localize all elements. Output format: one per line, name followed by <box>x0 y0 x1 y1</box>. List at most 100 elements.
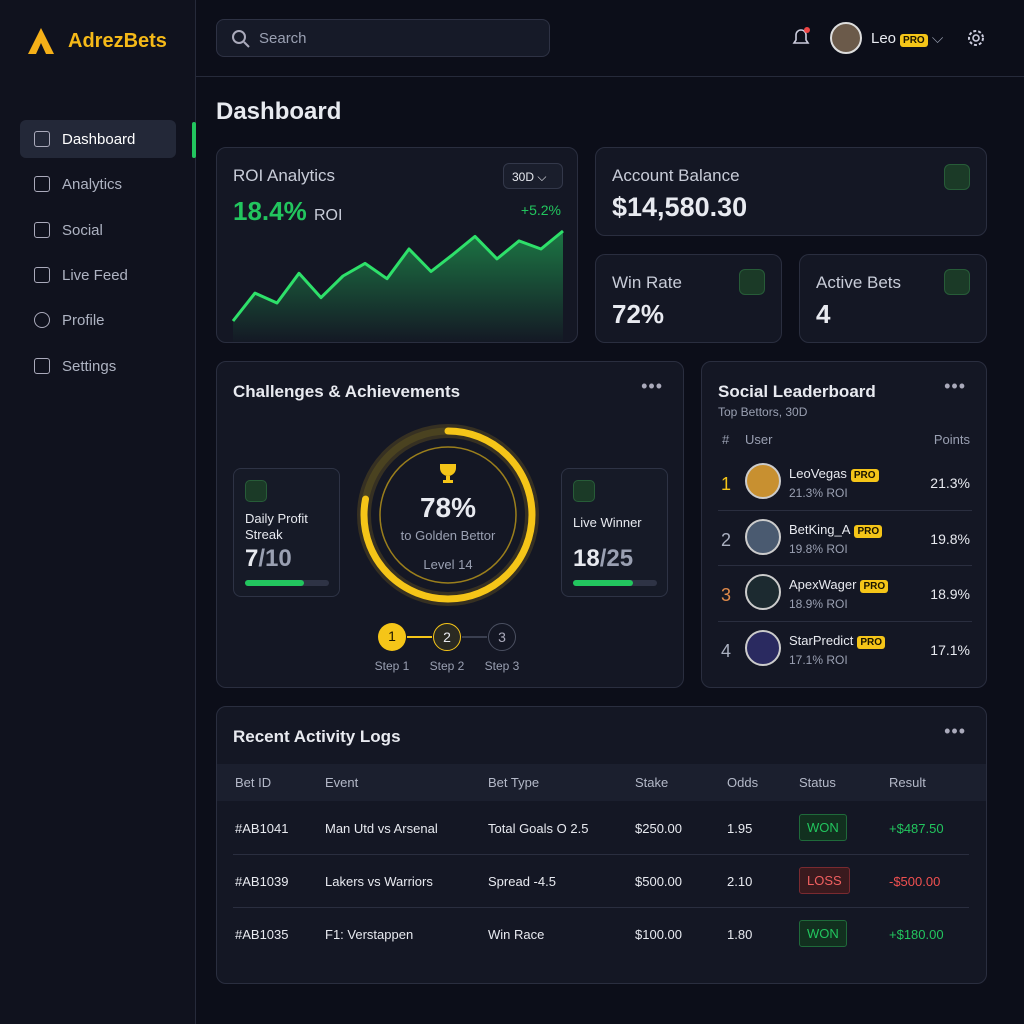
column-header: Bet Type <box>488 775 540 790</box>
points: 21.3% <box>930 475 970 491</box>
roi-chart <box>231 229 564 342</box>
row-divider <box>233 854 969 855</box>
status-badge: WON <box>799 920 847 947</box>
target: /25 <box>599 545 634 572</box>
nav-icon <box>34 357 50 374</box>
current: 18 <box>573 545 600 572</box>
cell: 2.10 <box>727 874 753 889</box>
user-name: Leo PRO ⌵ <box>871 30 944 47</box>
challenge-tile: Live Winner 18/25 <box>561 468 668 597</box>
cell: 1.95 <box>727 821 753 836</box>
roi-line <box>231 229 564 322</box>
roi-value: 18.4% ROI <box>233 196 343 226</box>
user-name: ApexWager PRO <box>789 577 889 593</box>
roi-change: +5.2% <box>520 202 561 218</box>
progress-ring <box>357 424 539 606</box>
value: $14,580.30 <box>612 192 748 222</box>
status-badge: WON <box>799 814 847 841</box>
challenge-label: Live Winner <box>573 515 642 530</box>
cell: $500.00 <box>635 874 682 889</box>
user-roi: 21.3% ROI <box>789 486 848 500</box>
nav-icon <box>34 312 50 329</box>
rank: 1 <box>721 474 732 494</box>
challenges-card: Challenges & Achievements ••• 78% to Gol… <box>216 361 684 688</box>
search-box[interactable]: Search <box>216 19 550 57</box>
row-divider <box>233 907 969 908</box>
leaderboard-card: Social Leaderboard Top Bettors, 30D ••• … <box>701 361 987 688</box>
ring-progress <box>360 427 536 603</box>
nav-item[interactable]: Social <box>20 211 176 249</box>
brand: AdrezBets <box>68 30 167 52</box>
label: Active Bets <box>816 273 902 292</box>
rank: 3 <box>721 585 732 605</box>
step-label: Step 3 <box>484 659 520 673</box>
nav-item[interactable]: Dashboard <box>20 120 176 158</box>
ring-level: Level 14 <box>423 557 473 572</box>
step-connector <box>462 636 487 638</box>
user-roi: 17.1% ROI <box>789 652 848 667</box>
nav-icon <box>34 221 50 238</box>
points: 19.8% <box>930 530 970 547</box>
column-header: Stake <box>635 775 669 790</box>
points-header: Points <box>933 432 970 447</box>
column-header: Bet ID <box>235 775 272 790</box>
avatar[interactable] <box>830 22 862 54</box>
cell: $250.00 <box>635 821 682 836</box>
nav-icon <box>34 266 50 283</box>
trophy <box>440 464 456 483</box>
nav-item[interactable]: Settings <box>20 347 176 385</box>
column-header: # <box>722 432 730 447</box>
cell: Man Utd vs Arsenal <box>325 821 438 836</box>
label: Account Balance <box>612 166 740 185</box>
progress-bar <box>245 580 304 586</box>
current: 7 <box>245 545 259 572</box>
ring-goal: to Golden Bettor <box>400 528 496 543</box>
ring-percent: 78% <box>419 492 477 523</box>
title: Social Leaderboard <box>718 382 876 401</box>
nav-label: Profile <box>62 312 105 330</box>
page-title: Dashboard <box>216 98 342 125</box>
column-header: Status <box>799 775 836 790</box>
cell: 1.80 <box>727 927 753 942</box>
settings-icon[interactable] <box>965 27 987 49</box>
user-name: LeoVegas PRO <box>789 466 879 482</box>
step-circle: 2 <box>433 623 461 651</box>
notifications[interactable] <box>790 26 812 50</box>
column-header: Odds <box>727 775 759 790</box>
cell: +$180.00 <box>889 927 944 942</box>
nav-label: Live Feed <box>62 266 128 284</box>
challenge-progress: 7/10 <box>245 545 292 573</box>
value: 4 <box>816 299 831 329</box>
nav-label: Settings <box>62 357 117 375</box>
balance-card: Account Balance $14,580.30 <box>595 147 987 236</box>
step-circle: 1 <box>378 623 406 651</box>
pro-badge: PRO <box>860 580 889 593</box>
challenge-icon <box>245 480 267 502</box>
roi-title: ROI Analytics <box>233 166 336 185</box>
nav-item[interactable]: Analytics <box>20 165 176 203</box>
row-divider <box>718 509 972 511</box>
cell: Spread -4.5 <box>488 874 556 889</box>
activity-card: Recent Activity Logs ••• Bet ID Event Bet … <box>216 706 987 984</box>
cell: #AB1041 <box>235 821 289 836</box>
period-select[interactable]: 30D ⌵ <box>503 163 563 189</box>
nav-label: Social <box>62 221 103 239</box>
nav-item[interactable]: Profile <box>20 301 176 339</box>
subtitle: Top Bettors, 30D <box>718 405 808 419</box>
cell: Lakers vs Warriors <box>325 874 433 889</box>
user-roi: 19.8% ROI <box>789 541 848 556</box>
challenge-icon <box>573 480 595 502</box>
ring-inner <box>379 446 517 584</box>
cell: #AB1035 <box>235 927 289 942</box>
progress-bar <box>573 580 634 586</box>
avatar <box>745 629 781 666</box>
label: Win Rate <box>612 273 682 292</box>
active-bets-card: Active Bets 4 <box>799 254 987 343</box>
status-badge: LOSS <box>799 867 850 894</box>
challenge-progress: 18/25 <box>573 545 633 573</box>
user-name: StarPredict PRO <box>789 633 885 649</box>
search-placeholder: Search <box>259 30 307 47</box>
nav-item[interactable]: Live Feed <box>20 256 176 294</box>
title: Challenges & Achievements <box>233 382 461 401</box>
active-indicator <box>192 122 196 158</box>
